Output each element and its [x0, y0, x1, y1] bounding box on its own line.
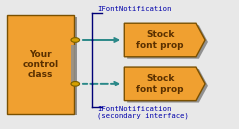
Polygon shape — [124, 23, 205, 57]
Polygon shape — [124, 67, 205, 101]
Polygon shape — [127, 25, 208, 59]
Text: Stock
font prop: Stock font prop — [136, 30, 184, 50]
Text: IFontNotification
(secondary interface): IFontNotification (secondary interface) — [97, 106, 189, 119]
FancyBboxPatch shape — [7, 15, 74, 114]
Text: Your
control
class: Your control class — [22, 50, 59, 79]
Circle shape — [71, 38, 80, 42]
FancyBboxPatch shape — [10, 17, 77, 115]
Text: IFontNotification: IFontNotification — [97, 6, 171, 12]
Polygon shape — [127, 69, 208, 103]
FancyBboxPatch shape — [71, 45, 77, 84]
Text: Stock
font prop: Stock font prop — [136, 74, 184, 94]
Circle shape — [71, 82, 80, 86]
